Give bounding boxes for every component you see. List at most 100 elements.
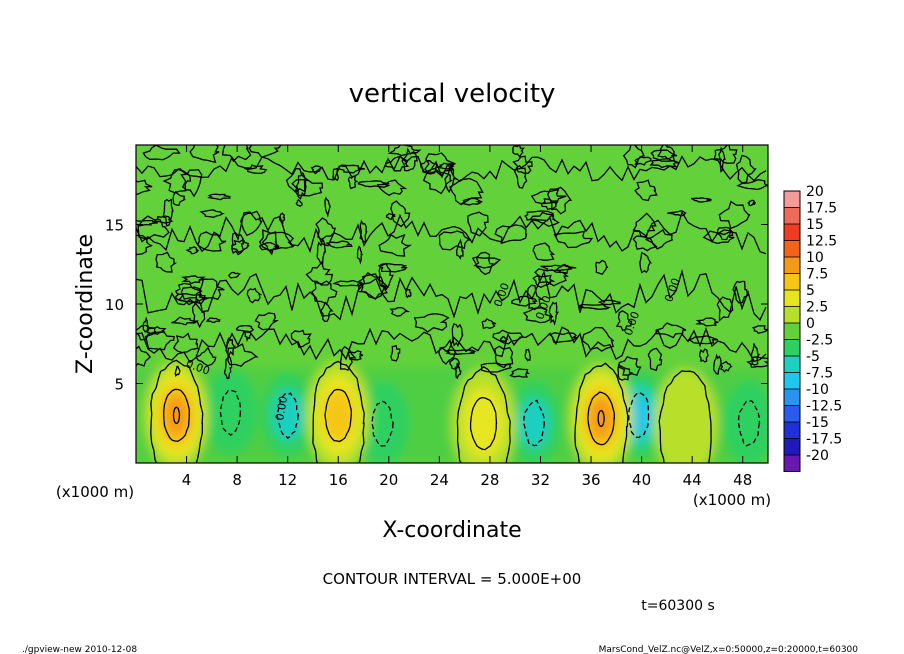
contour-line (456, 366, 511, 463)
x-tick-label: 40 (632, 471, 651, 489)
contour-line (419, 160, 439, 175)
contour-line (540, 264, 577, 272)
colorbar-tick-label: -5 (806, 349, 820, 365)
colorbar-segment (784, 273, 800, 290)
colorbar-segment (784, 323, 800, 340)
contour-line (469, 396, 498, 451)
y-tick-label: 15 (105, 217, 124, 235)
y-tick-label: 5 (114, 376, 124, 394)
contour-line (512, 145, 525, 158)
contour-line (529, 211, 560, 227)
contour-line (532, 274, 556, 289)
contour-line (174, 282, 203, 300)
footer-left: ./gpview-new 2010-12-08 (22, 645, 137, 654)
contour-line (235, 325, 255, 333)
contour-line (181, 275, 206, 285)
colorbar-tick-label: 15 (806, 217, 824, 233)
x-tick-label: 24 (430, 471, 449, 489)
downdraft-cell (518, 398, 550, 449)
colorbar: 2017.51512.5107.552.50-2.5-5-7.5-10-12.5… (783, 184, 842, 472)
contour-line (185, 246, 200, 255)
colorbar-segment (784, 405, 800, 422)
contour-line (243, 164, 268, 175)
contour-line (581, 326, 615, 352)
contour-line (174, 365, 181, 377)
contour-line (632, 235, 658, 252)
contour-line (197, 231, 227, 252)
contour-line (155, 251, 178, 273)
colorbar-tick-label: -15 (806, 415, 829, 431)
contour-line (189, 145, 220, 164)
colorbar-segment (784, 240, 800, 257)
contour-line (136, 219, 159, 227)
colorbar-tick-label: 20 (806, 184, 824, 200)
contour-line (540, 198, 559, 211)
contour-line (594, 259, 609, 275)
x-tick-label: 32 (531, 471, 550, 489)
contour-line (377, 263, 408, 273)
colorbar-tick-label: 2.5 (806, 300, 828, 316)
contour-line (716, 296, 734, 322)
contour-line (546, 186, 573, 215)
footer-right: MarsCond_VelZ.nc@VelZ,x=0:50000,z=0:2000… (599, 645, 859, 654)
downdraft-cell (723, 381, 768, 463)
contour-line (150, 359, 204, 463)
plot-area: 0.000.00 0.000.000.000.00 4 8 12 16 20 24 28 32 3… (105, 144, 769, 489)
contour-line (136, 179, 153, 196)
contour-line (162, 198, 174, 227)
colorbar-tick-label: 17.5 (806, 201, 837, 217)
contour-line (597, 299, 621, 306)
contour-line (444, 167, 456, 194)
contour-line (735, 154, 757, 184)
contour-line (357, 272, 390, 301)
contour-line (634, 156, 652, 166)
colorbar-tick-label: -7.5 (806, 366, 833, 382)
contour-line (199, 209, 226, 218)
contour-line (376, 179, 408, 196)
contour-line (492, 329, 524, 345)
contour-line (221, 145, 252, 163)
x-tick-label: 28 (480, 471, 499, 489)
contour-line (175, 293, 209, 303)
contour-line (658, 370, 712, 463)
contour-line (332, 279, 364, 287)
contour-line (713, 145, 738, 164)
contour-line (324, 196, 331, 218)
colorbar-tick-label: -12.5 (806, 399, 842, 415)
contour-line (199, 278, 225, 301)
contour-line (261, 231, 295, 252)
contour-lines: 0.000.00 0.000.000.000.00 (136, 145, 768, 463)
chart-title: vertical velocity (349, 79, 556, 109)
contour-line (310, 165, 323, 175)
contour-line (716, 226, 735, 241)
colorbar-tick-label: 5 (806, 283, 815, 299)
contour-line (357, 273, 387, 300)
contour-line (172, 332, 199, 354)
contour-line (136, 326, 767, 364)
contour-line (587, 391, 616, 446)
contour-line (347, 175, 359, 190)
contour-line (254, 312, 279, 331)
contour-line (698, 348, 709, 363)
contour-line (206, 317, 221, 324)
contour-line (311, 280, 338, 305)
contour-line (390, 344, 401, 362)
y-axis: 5 10 15 (105, 217, 768, 394)
contour-line (548, 301, 559, 326)
colorbar-segment (784, 389, 800, 406)
x-tick-label: 4 (182, 471, 192, 489)
contour-line (494, 345, 514, 369)
contour-line (500, 335, 509, 343)
contour-line (172, 191, 186, 207)
contour-line (460, 197, 483, 206)
contour-line (455, 238, 464, 260)
colorbar-segment (784, 290, 800, 307)
contour-line (732, 280, 749, 304)
updraft-cell (323, 389, 354, 442)
contour-line (534, 268, 569, 287)
contour-line (737, 400, 761, 447)
contour-line (171, 316, 200, 326)
contour-line (413, 313, 450, 333)
contour-line (291, 178, 324, 197)
